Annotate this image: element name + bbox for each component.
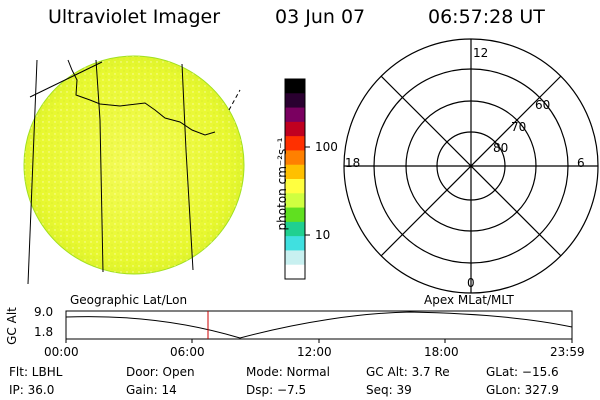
glat-info: GLat: −15.6 [486, 365, 559, 379]
colorbar-segment [285, 193, 305, 209]
mlt-label-12: 12 [473, 46, 489, 60]
altitude-tick-low: 1.8 [34, 325, 54, 339]
seq-info: Seq: 39 [366, 383, 412, 397]
colorbar-segment [285, 79, 305, 94]
colorbar-segment [285, 250, 305, 266]
lat-label-70: 70 [511, 120, 527, 134]
filter-info: Flt: LBHL [9, 365, 63, 379]
uv-disk-image [23, 55, 245, 275]
ip-info: IP: 36.0 [9, 383, 55, 397]
altitude-plot [65, 310, 573, 343]
colorbar-segment [285, 179, 305, 194]
image-title: Ultraviolet Imager [48, 6, 221, 28]
date-label: 03 Jun 07 [275, 6, 366, 28]
door-info: Door: Open [126, 365, 195, 379]
mode-info: Mode: Normal [246, 365, 330, 379]
gain-info: Gain: 14 [126, 383, 177, 397]
colorbar [284, 78, 310, 280]
colorbar-segment [285, 221, 305, 237]
time-tick-1200: 12:00 [297, 345, 332, 359]
colorbar-tick-10: 10 [315, 228, 331, 242]
time-tick-0600: 06:00 [170, 345, 205, 359]
colorbar-label: photon cm⁻²s⁻¹ [275, 137, 289, 231]
colorbar-segment [285, 93, 305, 109]
altitude-tick-high: 9.0 [34, 305, 54, 319]
geographic-panel-label: Geographic Lat/Lon [70, 293, 188, 307]
mlt-label-6: 6 [577, 156, 585, 170]
time-tick-1800: 18:00 [424, 345, 459, 359]
lat-label-80: 80 [493, 141, 509, 155]
colorbar-segment [285, 121, 305, 137]
colorbar-segment [285, 236, 305, 251]
mlt-label-0: 0 [467, 276, 475, 290]
colorbar-segment [285, 264, 305, 280]
apex-panel-label: Apex MLat/MLT [424, 293, 514, 307]
geographic-grid-lines [27, 59, 241, 285]
time-tick-0000: 00:00 [44, 345, 79, 359]
lat-label-60: 60 [535, 98, 551, 112]
colorbar-segment [285, 150, 305, 166]
colorbar-segment [285, 207, 305, 223]
glon-info: GLon: 327.9 [486, 383, 559, 397]
colorbar-segment [285, 164, 305, 180]
time-label: 06:57:28 UT [428, 6, 545, 28]
mlt-label-18: 18 [345, 156, 361, 170]
altitude-axis-label: GC Alt [5, 307, 19, 345]
time-tick-2359: 23:59 [550, 345, 585, 359]
polar-plot [343, 38, 599, 294]
colorbar-tick-100: 100 [315, 140, 338, 154]
colorbar-segment [285, 107, 305, 123]
dsp-info: Dsp: −7.5 [246, 383, 307, 397]
gc-alt-info: GC Alt: 3.7 Re [366, 365, 450, 379]
colorbar-segment [285, 136, 305, 151]
